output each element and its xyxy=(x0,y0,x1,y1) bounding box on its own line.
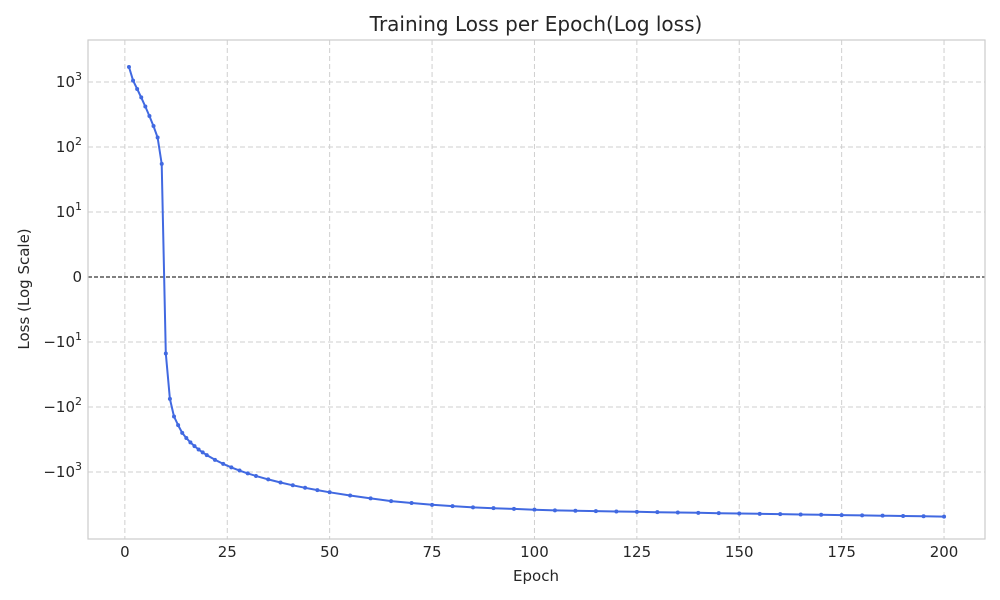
data-point xyxy=(737,511,742,516)
data-point xyxy=(131,78,136,83)
data-point xyxy=(757,511,762,516)
x-tick-label: 150 xyxy=(725,543,754,561)
data-point xyxy=(327,490,332,495)
data-point xyxy=(221,461,226,466)
data-point xyxy=(716,511,721,516)
x-ticks: 0 25 50 75 100 125 150 175 200 xyxy=(120,543,958,561)
data-point xyxy=(409,501,414,506)
data-point xyxy=(798,512,803,517)
data-point xyxy=(921,514,926,519)
data-point xyxy=(450,504,455,509)
series-line xyxy=(128,66,945,518)
data-point xyxy=(880,513,885,518)
y-tick-label: 103 xyxy=(56,70,82,91)
y-axis-label: Loss (Log Scale) xyxy=(15,228,33,349)
data-point xyxy=(147,113,152,118)
x-tick-label: 0 xyxy=(120,543,130,561)
data-point xyxy=(942,514,947,519)
data-point xyxy=(634,509,639,514)
series-layer xyxy=(126,65,947,519)
data-point xyxy=(389,499,394,504)
y-tick-label: −101 xyxy=(43,330,82,351)
x-axis-label: Epoch xyxy=(513,567,559,585)
data-point xyxy=(200,450,205,455)
data-point xyxy=(511,506,516,511)
data-point xyxy=(675,510,680,515)
data-point xyxy=(348,493,353,498)
x-tick-label: 125 xyxy=(623,543,652,561)
data-point xyxy=(155,135,160,140)
data-point xyxy=(151,124,156,129)
data-point xyxy=(430,502,435,507)
y-tick-label: −103 xyxy=(43,460,82,481)
data-point xyxy=(593,509,598,514)
data-point xyxy=(126,65,131,70)
data-point xyxy=(143,104,148,109)
data-point xyxy=(303,485,308,490)
data-point xyxy=(368,496,373,501)
y-tick-label: −102 xyxy=(43,395,82,416)
data-point xyxy=(901,513,906,518)
data-point xyxy=(819,512,824,517)
data-point xyxy=(290,483,295,488)
data-point xyxy=(159,161,164,166)
data-point xyxy=(176,423,181,428)
chart-title: Training Loss per Epoch(Log loss) xyxy=(369,12,703,36)
x-tick-label: 175 xyxy=(827,543,856,561)
data-point xyxy=(180,430,185,435)
y-tick-label: 102 xyxy=(56,135,82,156)
data-point xyxy=(552,508,557,513)
data-point xyxy=(237,468,242,473)
data-point xyxy=(839,513,844,518)
data-point xyxy=(167,396,172,401)
x-tick-label: 100 xyxy=(520,543,549,561)
data-point xyxy=(573,508,578,513)
y-tick-label: 101 xyxy=(56,200,82,221)
plot-frame xyxy=(87,39,986,540)
data-point xyxy=(188,440,193,445)
x-tick-label: 75 xyxy=(423,543,442,561)
data-point xyxy=(204,453,209,458)
data-point xyxy=(655,510,660,515)
data-point xyxy=(266,477,271,482)
data-point xyxy=(491,506,496,511)
data-point xyxy=(253,473,258,478)
x-tick-label: 25 xyxy=(218,543,237,561)
data-point xyxy=(696,510,701,515)
data-point xyxy=(172,414,177,419)
data-point xyxy=(192,444,197,449)
data-point xyxy=(860,513,865,518)
data-point xyxy=(278,480,283,485)
data-point xyxy=(532,507,537,512)
x-tick-label: 50 xyxy=(320,543,339,561)
data-point xyxy=(139,95,144,100)
data-point xyxy=(184,436,189,441)
y-tick-label: 0 xyxy=(72,268,82,286)
y-ticks: 103 102 101 0 −101 −102 −103 xyxy=(43,70,82,481)
data-point xyxy=(778,512,783,517)
data-point xyxy=(245,471,250,476)
data-point xyxy=(196,447,201,452)
grid xyxy=(88,40,985,539)
data-point xyxy=(212,457,217,462)
x-tick-label: 200 xyxy=(930,543,959,561)
data-point xyxy=(614,509,619,514)
data-point xyxy=(229,465,234,470)
data-point xyxy=(135,87,140,92)
data-point xyxy=(163,351,168,356)
data-point xyxy=(315,488,320,493)
data-point xyxy=(471,505,476,510)
